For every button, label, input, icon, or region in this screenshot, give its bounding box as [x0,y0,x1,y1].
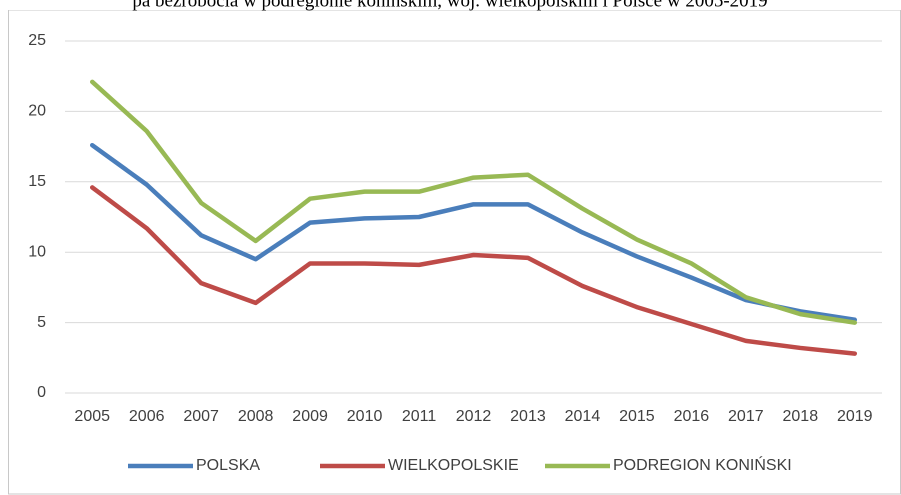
x-tick-label: 2011 [402,408,437,425]
y-tick-label: 25 [28,32,46,49]
series-line [89,185,858,356]
y-tick-label: 15 [28,173,46,190]
x-tick-label: 2007 [183,408,219,425]
series-line [89,79,858,325]
x-tick-label: 2005 [74,408,110,425]
y-tick-label: 0 [37,384,46,401]
y-tick-label: 20 [28,103,46,120]
x-tick-label: 2012 [456,408,492,425]
x-tick-label: 2006 [129,408,165,425]
x-tick-label: 2009 [292,408,328,425]
legend-label: PODREGION KONIŃSKI [613,455,792,474]
x-tick-label: 2018 [783,408,819,425]
chart-title: pa bezrobocia w podregionie konińskim, w… [132,0,767,11]
x-tick-label: 2010 [347,408,383,425]
y-tick-label: 5 [37,314,46,331]
legend-label: WIELKOPOLSKIE [388,457,519,474]
x-tick-label: 2014 [565,408,601,425]
x-tick-label: 2013 [510,408,546,425]
y-tick-label: 10 [28,243,46,260]
legend-label: POLSKA [196,457,260,474]
series-line [89,142,858,323]
x-tick-label: 2015 [619,408,655,425]
x-tick-label: 2017 [728,408,764,425]
x-tick-label: 2008 [238,408,274,425]
title-strip [0,0,901,10]
x-tick-label: 2019 [837,408,873,425]
x-tick-label: 2016 [674,408,710,425]
